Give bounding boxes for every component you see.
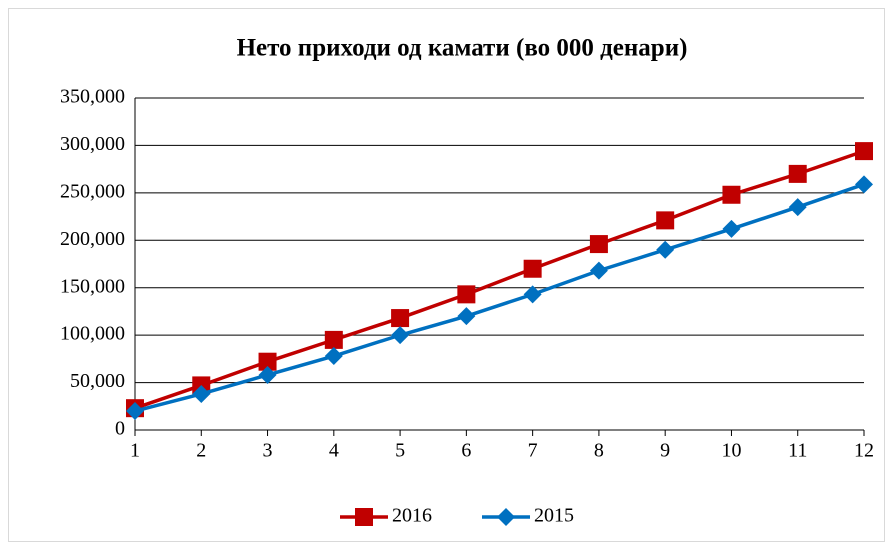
y-tick-label: 250,000 — [60, 180, 125, 202]
x-tick-label: 3 — [263, 440, 273, 462]
chart-border — [8, 8, 885, 542]
y-tick-label: 300,000 — [60, 133, 125, 155]
legend-label: 2015 — [534, 505, 574, 527]
data-point — [258, 365, 277, 384]
legend-marker — [497, 508, 515, 526]
data-point — [589, 261, 608, 280]
data-point — [656, 211, 675, 230]
x-tick-label: 11 — [788, 440, 807, 462]
x-tick-label: 8 — [594, 440, 604, 462]
data-point — [656, 240, 675, 259]
x-tick-label: 4 — [329, 440, 339, 462]
data-point — [324, 347, 343, 366]
data-point — [258, 352, 277, 371]
data-point — [391, 326, 410, 345]
y-tick-label: 50,000 — [70, 370, 125, 392]
y-tick-label: 350,000 — [60, 86, 125, 108]
data-point — [722, 185, 741, 204]
data-point — [457, 307, 476, 326]
data-point — [855, 142, 873, 161]
y-tick-label: 200,000 — [60, 228, 125, 250]
data-point — [589, 235, 608, 254]
data-point — [523, 285, 542, 304]
series-line — [134, 182, 865, 413]
data-point — [788, 164, 807, 183]
data-point — [391, 309, 410, 328]
x-tick-label: 1 — [130, 440, 140, 462]
data-point — [192, 384, 211, 403]
data-point — [457, 285, 476, 304]
data-point — [523, 259, 542, 278]
chart-title: Нето приходи од камати (во 000 денари) — [237, 35, 688, 62]
legend-label: 2016 — [392, 505, 432, 527]
x-tick-label: 5 — [395, 440, 405, 462]
x-tick-label: 9 — [660, 440, 670, 462]
x-tick-label: 10 — [721, 440, 741, 462]
data-point — [722, 219, 741, 238]
x-tick-label: 7 — [528, 440, 538, 462]
legend-marker — [355, 508, 373, 526]
data-point — [324, 330, 343, 349]
x-tick-label: 12 — [854, 440, 874, 462]
series-line — [134, 149, 865, 410]
x-tick-label: 6 — [461, 440, 471, 462]
y-tick-label: 150,000 — [60, 275, 125, 297]
y-tick-label: 100,000 — [60, 323, 125, 345]
x-tick-label: 2 — [196, 440, 206, 462]
data-point — [788, 198, 807, 217]
y-tick-label: 0 — [115, 418, 125, 440]
data-point — [855, 175, 873, 194]
data-point — [126, 402, 144, 421]
